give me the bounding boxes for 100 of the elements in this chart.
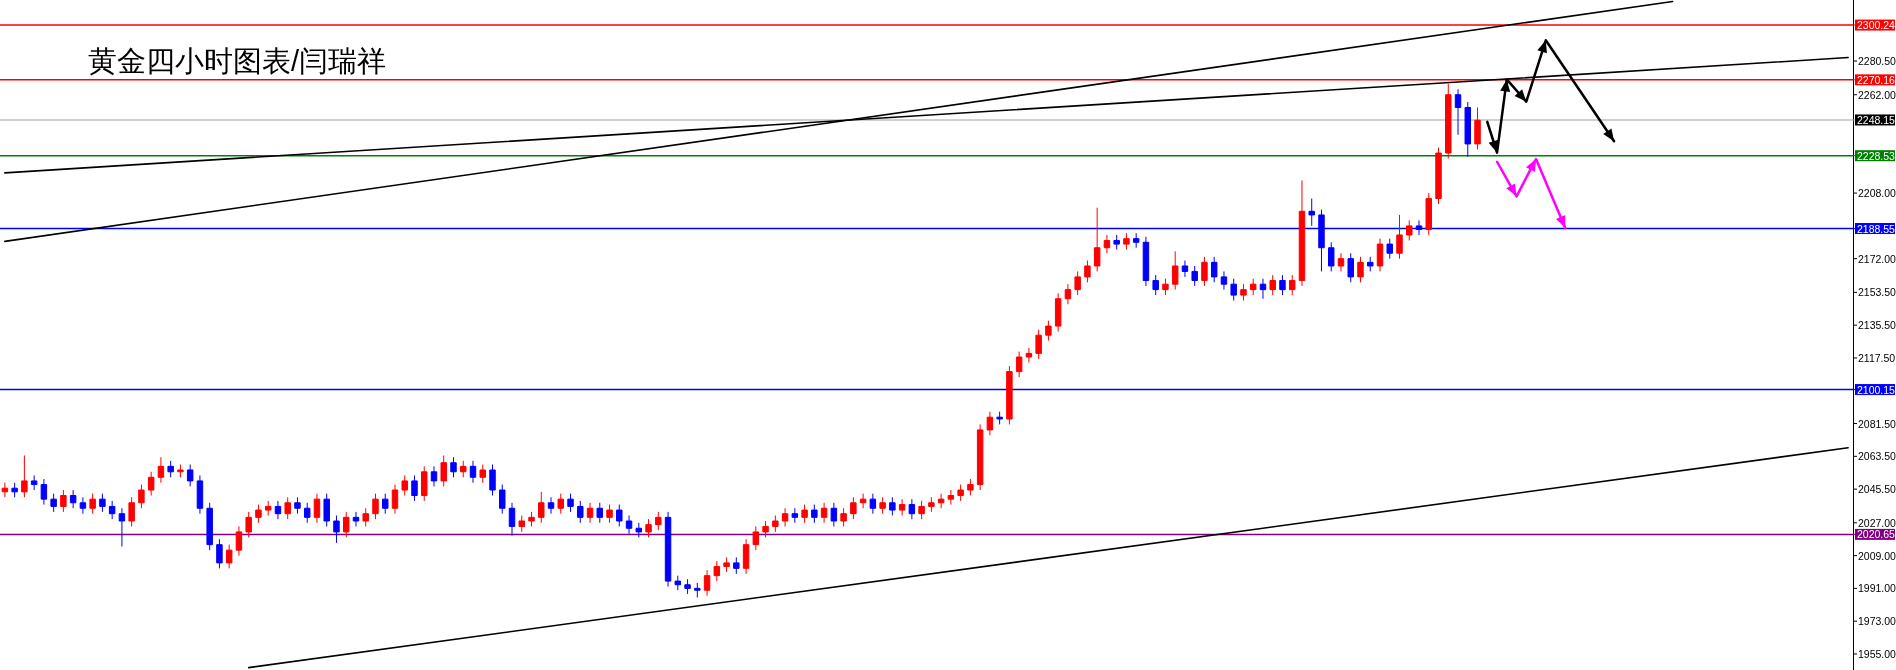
candlestick — [616, 504, 623, 527]
ref-line-label: 2270.16 — [1857, 73, 1896, 86]
candlestick — [323, 493, 330, 527]
candlestick — [362, 507, 369, 527]
candlestick — [781, 507, 789, 527]
candlestick — [996, 411, 1003, 425]
candlestick — [1181, 259, 1189, 278]
candlestick — [489, 464, 496, 496]
candlestick — [206, 502, 213, 551]
y-tick-label: 2280.50 — [1858, 55, 1896, 68]
y-tick-label: 1955.00 — [1858, 647, 1896, 660]
candlestick — [108, 500, 116, 520]
candlestick — [50, 493, 57, 513]
candlestick — [1386, 238, 1393, 260]
candlestick — [703, 569, 711, 597]
candlestick — [167, 460, 174, 478]
candlestick — [820, 502, 828, 524]
candlestick — [1220, 270, 1228, 291]
candlestick — [1240, 283, 1247, 302]
candlestick — [313, 493, 321, 524]
candlestick — [1006, 365, 1013, 425]
candlestick — [664, 511, 672, 588]
candlestick — [567, 493, 574, 513]
candlestick — [869, 493, 877, 515]
candlestick — [1259, 278, 1267, 300]
candlestick — [694, 582, 701, 598]
candlestick — [723, 556, 730, 573]
candlestick — [1269, 274, 1276, 296]
y-tick-label: 1973.00 — [1858, 615, 1896, 628]
candlestick — [1132, 232, 1140, 249]
candlestick — [1435, 147, 1442, 205]
candlestick — [138, 484, 145, 509]
candlestick — [625, 515, 633, 535]
candlestick — [967, 478, 974, 496]
candlestick — [1406, 219, 1413, 241]
candlestick — [1123, 232, 1130, 251]
candlestick — [235, 525, 243, 557]
candlestick — [1074, 270, 1081, 296]
candlestick — [1171, 250, 1179, 291]
candlestick — [157, 456, 165, 484]
candlestick — [1328, 241, 1335, 272]
candlestick — [1103, 234, 1111, 254]
candlestick — [1308, 198, 1315, 227]
candlestick — [1, 482, 9, 498]
candlestick — [947, 489, 955, 506]
candlestick — [1279, 274, 1286, 296]
candlestick — [1249, 278, 1257, 296]
candlestick — [742, 538, 750, 575]
candlestick — [60, 489, 67, 513]
candlestick — [1425, 192, 1432, 236]
candlestick — [976, 423, 984, 491]
y-tick-label: 1991.00 — [1858, 582, 1896, 595]
candlestick — [342, 511, 350, 538]
y-tick-label: 2009.00 — [1858, 549, 1896, 562]
candlestick — [801, 504, 808, 524]
candlestick — [752, 525, 760, 551]
candlestick — [294, 496, 301, 515]
candlestick — [606, 504, 613, 524]
candlestick — [879, 496, 886, 515]
candlestick — [674, 575, 682, 591]
candlestick — [1054, 292, 1062, 333]
candlestick — [128, 496, 135, 527]
ref-line-label: 2300.24 — [1857, 19, 1896, 32]
candlestick — [30, 474, 38, 491]
candlestick — [401, 474, 408, 496]
candlestick — [352, 511, 360, 527]
candlestick — [1367, 256, 1374, 272]
candlestick — [528, 511, 535, 527]
candlestick — [391, 484, 399, 515]
candlestick — [1191, 265, 1198, 287]
candlestick — [245, 511, 252, 538]
y-tick-label: 2135.50 — [1858, 319, 1896, 332]
candlestick — [1035, 329, 1042, 360]
candlestick — [196, 474, 204, 515]
candlestick — [216, 538, 223, 569]
candlestick — [1288, 274, 1296, 296]
y-tick-label: 2081.50 — [1858, 417, 1896, 430]
y-tick-label: 2153.50 — [1858, 286, 1896, 299]
candlestick — [177, 464, 184, 478]
candlestick — [840, 507, 847, 527]
candlestick — [811, 504, 818, 524]
ref-line-label: 2188.55 — [1857, 222, 1896, 235]
candlestick — [430, 465, 438, 487]
candlestick — [1357, 256, 1364, 283]
candlestick — [499, 484, 506, 515]
candlestick — [908, 498, 916, 520]
ref-line-label: 2100.15 — [1857, 383, 1896, 396]
y-tick-label: 2027.00 — [1858, 516, 1896, 529]
candlestick — [21, 454, 28, 498]
candlestick — [577, 500, 584, 524]
candlestick — [118, 507, 126, 547]
text: 黄金四小时图表/闫瑞祥 — [88, 45, 387, 77]
candlestick — [889, 496, 896, 517]
candlestick — [937, 493, 945, 509]
candlestick — [421, 465, 428, 502]
candlestick — [89, 493, 96, 515]
candlestick — [255, 504, 262, 524]
ref-line-label: 2020.65 — [1857, 528, 1896, 541]
candlestick — [11, 482, 18, 498]
ref-line-label: 2248.15 — [1857, 113, 1896, 126]
